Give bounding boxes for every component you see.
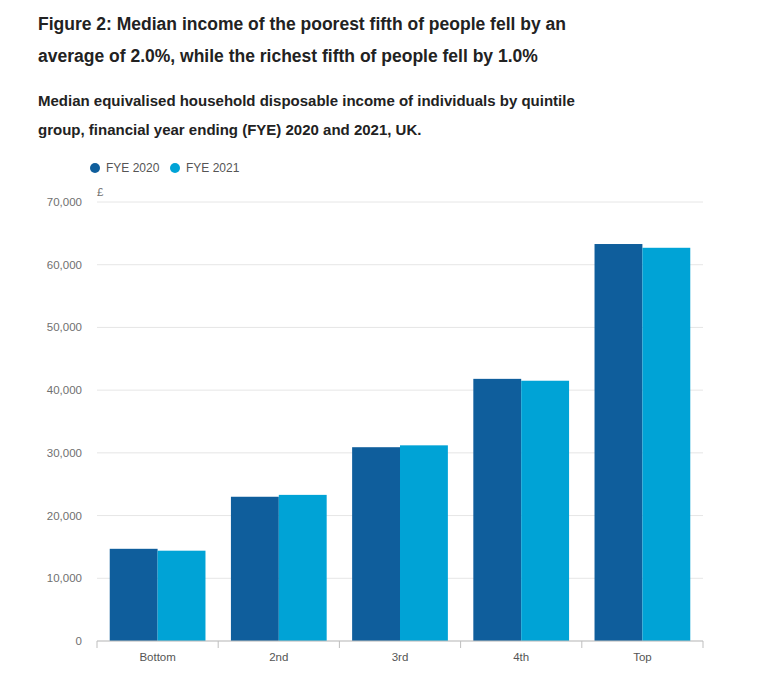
bar bbox=[110, 549, 158, 641]
x-tick bbox=[460, 641, 461, 648]
x-tick bbox=[581, 641, 582, 648]
legend-label: FYE 2021 bbox=[186, 161, 240, 175]
x-tick-label: 3rd bbox=[392, 651, 409, 663]
grid-line bbox=[97, 202, 703, 203]
bar bbox=[521, 381, 569, 641]
x-tick-label: 2nd bbox=[269, 651, 288, 663]
bars bbox=[110, 244, 691, 641]
subtitle: Median equivalised household disposable … bbox=[38, 86, 586, 144]
x-tick bbox=[339, 641, 340, 648]
bar bbox=[595, 244, 643, 641]
y-tick-label: 60,000 bbox=[47, 259, 82, 271]
x-tick-label: 4th bbox=[513, 651, 529, 663]
grid-line bbox=[97, 641, 703, 642]
x-tick-label: Top bbox=[633, 651, 652, 663]
bar bbox=[642, 248, 690, 641]
y-tick-label: 20,000 bbox=[47, 510, 82, 522]
x-tick bbox=[218, 641, 219, 648]
legend-swatch bbox=[90, 163, 100, 173]
bar bbox=[158, 551, 206, 641]
y-tick-label: 10,000 bbox=[47, 572, 82, 584]
y-tick-label: 30,000 bbox=[47, 447, 82, 459]
title: Figure 2: Median income of the poorest f… bbox=[38, 8, 628, 72]
y-tick-label: 40,000 bbox=[47, 384, 82, 396]
x-tick bbox=[703, 641, 704, 648]
y-tick-label: 70,000 bbox=[47, 196, 82, 208]
x-axis bbox=[97, 641, 703, 642]
bar bbox=[400, 445, 448, 641]
x-tick bbox=[97, 641, 98, 648]
bar bbox=[231, 497, 279, 641]
bar bbox=[352, 447, 400, 641]
x-tick-label: Bottom bbox=[139, 651, 175, 663]
legend-label: FYE 2020 bbox=[106, 161, 160, 175]
y-tick-label: 0 bbox=[76, 635, 82, 647]
bar bbox=[473, 379, 521, 641]
bar bbox=[279, 495, 327, 641]
chart: 0 10,000 20,000 30,000 40,000 50,000 60,000 70,… bbox=[0, 0, 782, 681]
legend-swatch bbox=[170, 163, 180, 173]
y-tick-label: 50,000 bbox=[47, 321, 82, 333]
y-axis-label: £ bbox=[97, 186, 104, 198]
